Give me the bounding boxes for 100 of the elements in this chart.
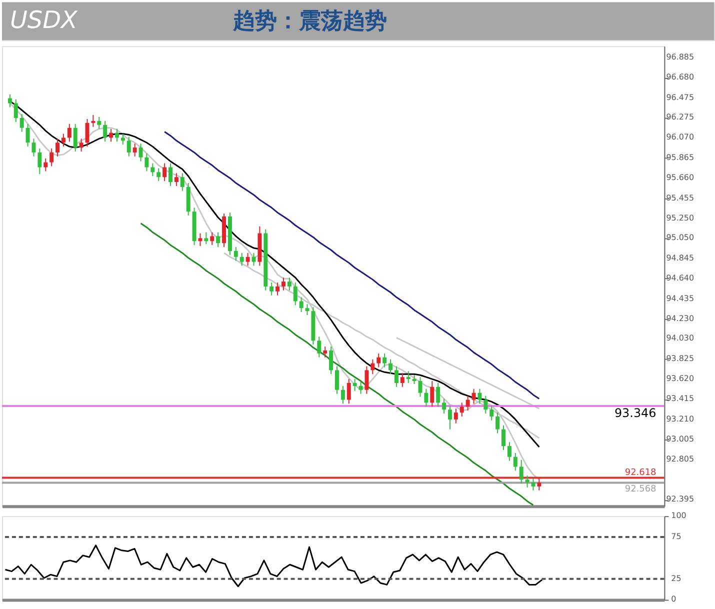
- y-tick-label: 95.865: [666, 152, 694, 162]
- candlestick: [335, 366, 339, 394]
- y-tick-label: 93.005: [666, 434, 694, 444]
- candlestick: [299, 296, 304, 313]
- candlestick: [91, 114, 96, 128]
- candlestick: [490, 405, 494, 421]
- y-tick-label: 95.050: [666, 233, 694, 242]
- candlestick: [430, 380, 434, 408]
- candlestick: [388, 358, 393, 375]
- candlestick: [126, 136, 131, 157]
- candlestick: [329, 346, 334, 375]
- candlestick: [507, 442, 512, 462]
- candlestick: [150, 162, 155, 177]
- candlestick: [8, 94, 12, 108]
- candlestick: [168, 162, 172, 186]
- candlestick: [352, 378, 357, 392]
- candlestick: [79, 138, 84, 152]
- candlestick: [436, 382, 440, 408]
- candlestick: [109, 128, 114, 142]
- y-tick-label: 94.640: [666, 274, 694, 283]
- candlestick: [281, 277, 286, 291]
- y-tick-label: 95.660: [666, 173, 694, 182]
- candlestick: [305, 304, 310, 316]
- candlestick: [216, 232, 220, 248]
- candlestick: [180, 172, 184, 192]
- candlestick: [144, 152, 149, 172]
- y-tick-label: 25: [671, 574, 682, 583]
- candlestick: [496, 412, 500, 434]
- candlestick: [460, 402, 464, 417]
- candlestick: [234, 246, 238, 262]
- line-series: [140, 222, 534, 506]
- y-tick-label: 92.395: [666, 494, 694, 504]
- candlestick: [400, 372, 404, 388]
- candlestick: [519, 459, 524, 484]
- candlestick: [370, 358, 375, 375]
- candlestick: [156, 168, 161, 182]
- candlestick: [472, 388, 476, 404]
- candlestick: [376, 352, 381, 368]
- candlestick: [73, 123, 78, 152]
- candlestick: [525, 475, 530, 488]
- y-tick-label: 100: [671, 511, 686, 520]
- chart-subtitle: 趋势：震荡趋势: [232, 9, 388, 34]
- candlestick: [174, 172, 178, 186]
- candlestick: [358, 382, 363, 394]
- candlestick: [61, 133, 66, 148]
- candlestick: [97, 116, 102, 130]
- candlestick: [531, 478, 536, 491]
- candlestick: [240, 252, 244, 266]
- candlestick: [132, 143, 137, 157]
- candlestick: [50, 148, 54, 167]
- candlestick: [323, 346, 328, 358]
- candlestick: [513, 452, 518, 472]
- y-tick-label: 93.620: [666, 374, 694, 384]
- candlestick: [56, 138, 60, 157]
- chart-title: USDX: [10, 6, 78, 34]
- y-tick-label: 96.475: [666, 92, 694, 102]
- line-series: [164, 131, 540, 400]
- y-tick-label: 94.230: [666, 314, 694, 323]
- y-tick-label: 96.885: [666, 52, 694, 62]
- candlestick: [442, 398, 446, 414]
- ref-line-label: 92.618: [624, 468, 657, 478]
- candlestick: [210, 232, 214, 246]
- candlestick: [252, 252, 256, 266]
- y-tick-label: 94.435: [666, 294, 694, 303]
- candlestick: [382, 352, 387, 368]
- candlestick: [270, 282, 274, 296]
- y-tick-label: 96.070: [666, 132, 694, 142]
- y-tick-label: 93.415: [666, 394, 694, 404]
- y-tick-label: 94.030: [666, 334, 694, 343]
- candlestick: [478, 388, 482, 404]
- candlestick: [44, 158, 48, 172]
- candlestick: [120, 133, 125, 146]
- ref-line-label: 92.568: [624, 484, 657, 495]
- candlestick: [114, 128, 119, 142]
- candlestick: [293, 282, 298, 306]
- y-tick-label: 95.250: [666, 213, 694, 222]
- y-tick-label: 0: [671, 594, 676, 604]
- candlestick: [484, 395, 488, 414]
- candlestick: [26, 123, 30, 148]
- candlestick: [14, 98, 18, 122]
- candlestick: [394, 366, 398, 388]
- candlestick: [67, 123, 72, 142]
- candlestick: [38, 148, 42, 175]
- ref-line-label: 93.346: [614, 406, 656, 420]
- candlestick: [138, 143, 143, 162]
- candlestick: [276, 282, 280, 296]
- candlestick: [103, 120, 108, 142]
- candlestick: [466, 395, 470, 412]
- candlestick: [454, 408, 458, 424]
- y-tick-label: 93.825: [666, 354, 694, 363]
- y-tick-label: 96.680: [666, 72, 694, 82]
- y-tick-label: 94.845: [666, 253, 694, 262]
- candlestick: [502, 424, 506, 450]
- candlestick: [340, 385, 345, 404]
- candlestick: [406, 370, 410, 384]
- y-tick-label: 93.210: [666, 414, 694, 424]
- line-series: [4, 544, 543, 588]
- y-tick-label: 75: [671, 532, 682, 542]
- candlestick: [20, 114, 24, 132]
- candlestick: [424, 388, 428, 408]
